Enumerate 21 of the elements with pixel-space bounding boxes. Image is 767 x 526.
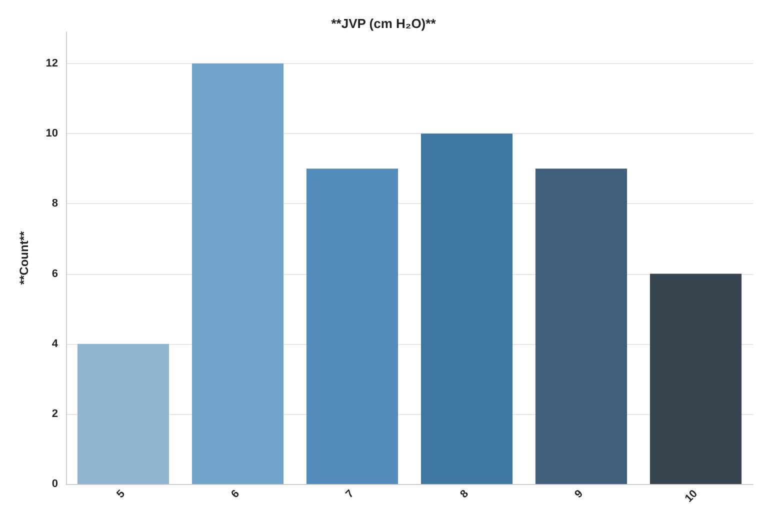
bar — [192, 64, 284, 484]
y-tick-label: 4 — [52, 338, 59, 350]
y-tick-label: 2 — [52, 408, 58, 420]
y-tick-label: 8 — [52, 198, 58, 210]
x-tick-label: 6 — [229, 488, 242, 501]
bar — [420, 134, 513, 484]
bar — [650, 274, 742, 484]
bar — [535, 168, 628, 484]
y-axis-title: **Count** — [17, 231, 31, 285]
bar — [77, 344, 170, 484]
chart-title: **JVP (cm H₂O)** — [331, 16, 437, 31]
x-tick-label: 10 — [682, 488, 700, 505]
y-tick-label: 12 — [46, 58, 58, 70]
y-tick-label: 6 — [52, 268, 58, 280]
x-tick-label: 5 — [114, 488, 128, 501]
x-tick-label: 8 — [458, 488, 471, 501]
y-tick-label: 0 — [52, 478, 58, 490]
y-tick-label: 10 — [46, 128, 58, 140]
x-tick-label: 9 — [572, 488, 586, 501]
x-tick-label: 7 — [344, 488, 356, 501]
bar — [306, 168, 398, 484]
